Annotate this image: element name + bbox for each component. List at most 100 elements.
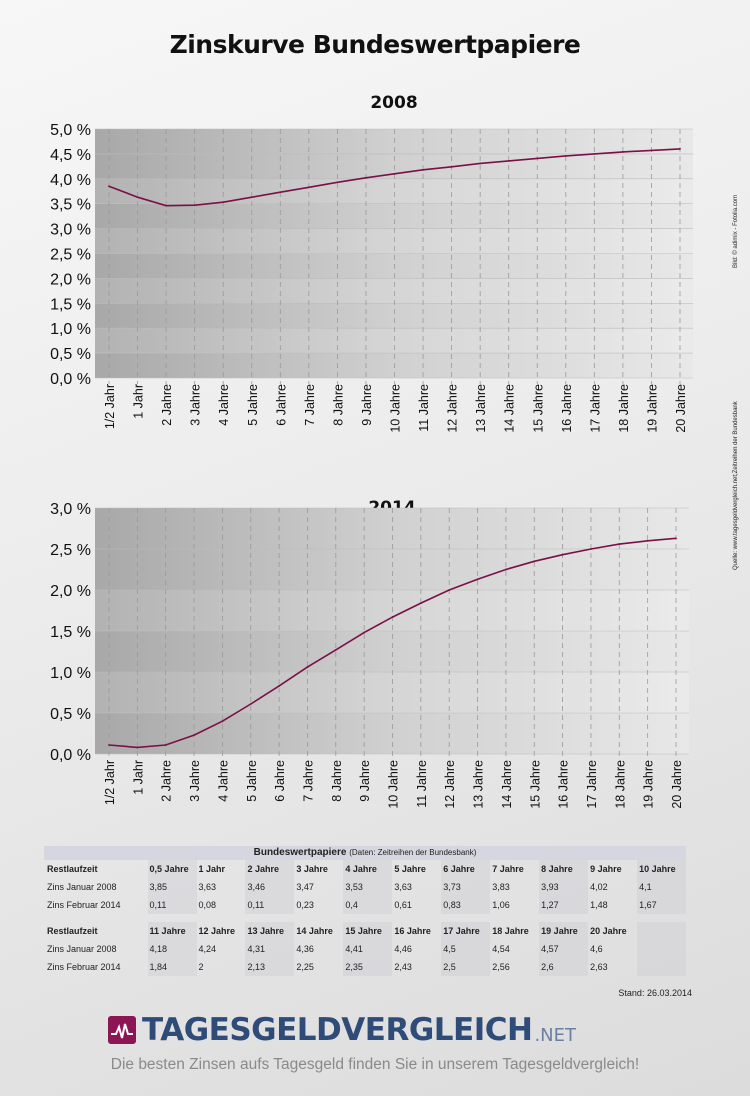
data-point (391, 616, 394, 618)
table-cell: 4,41 (343, 940, 393, 958)
data-point (448, 589, 451, 591)
table-cell (637, 922, 687, 940)
x-tick-label: 9 Jahre (358, 760, 372, 802)
y-tick-label: 1,0 % (50, 665, 91, 682)
data-point (279, 191, 282, 194)
y-tick-label: 0,0 % (50, 371, 91, 388)
data-point (164, 744, 167, 746)
table-cell: 15 Jahre (343, 922, 393, 940)
table-cell: 3 Jahre (296, 864, 328, 874)
data-point (336, 181, 339, 184)
table-cell: 2,43 (394, 962, 412, 972)
logo-chart-icon (108, 1016, 136, 1044)
y-tick-label: 1,5 % (50, 296, 91, 313)
data-point (365, 176, 367, 179)
data-point (622, 151, 624, 153)
table-row: Zins Februar 2014 0,11 0,08 0,11 0,23 0,4 0,61… (44, 896, 687, 914)
table-cell: 4,54 (492, 944, 510, 954)
data-point (419, 602, 422, 605)
table-cell: 2,35 (343, 958, 393, 976)
table-cell: 1,48 (590, 900, 608, 910)
table-cell: 3,46 (245, 878, 295, 896)
table-row: Zins Januar 2008 3,85 3,63 3,46 3,47 3,53 3,63… (44, 878, 687, 896)
data-point (306, 666, 309, 668)
table-cell: 1 Jahr (198, 864, 226, 874)
table-cell: 0,4 (343, 896, 393, 914)
x-tick-label: 2 Jahre (160, 760, 174, 802)
x-tick-label: 12 Jahre (446, 384, 460, 433)
data-point (136, 196, 139, 199)
table-cell: 4 Jahre (343, 860, 393, 878)
data-point (505, 568, 507, 571)
y-tick-label: 2,0 % (50, 271, 91, 288)
logo-suffix: .NET (534, 1024, 576, 1046)
table-cell: 12 Jahre (198, 926, 236, 936)
data-point (222, 201, 225, 204)
x-tick-label: 15 Jahre (528, 760, 542, 809)
table-cell: 4,6 (590, 944, 603, 954)
x-tick-label: 14 Jahre (500, 760, 514, 809)
logo-text: TAGESGELDVERGLEICH (142, 1012, 533, 1048)
table-cell: 2,25 (296, 962, 314, 972)
logo: TAGESGELDVERGLEICH .NET (108, 1010, 576, 1050)
x-tick-label: 16 Jahre (557, 760, 571, 809)
table-heading: Bundeswertpapiere (Daten: Zeitreihen der… (44, 846, 686, 860)
table-row: Zins Januar 2008 4,18 4,24 4,31 4,36 4,41 4,46… (44, 940, 687, 958)
data-point (334, 648, 337, 651)
x-tick-label: 8 Jahre (331, 384, 345, 426)
table-cell: 18 Jahre (492, 926, 529, 936)
table-cell: 4,46 (394, 944, 412, 954)
y-tick-label: 0,0 % (50, 747, 91, 764)
table-cell: 0,83 (441, 896, 491, 914)
data-point (675, 537, 677, 540)
x-tick-label: 18 Jahre (613, 760, 627, 809)
table-cell: 0,08 (198, 900, 217, 910)
x-tick-label: 7 Jahre (303, 384, 317, 426)
y-tick-label: 5,0 % (50, 122, 91, 139)
x-tick-label: 13 Jahre (474, 384, 488, 433)
tagline: Die besten Zinsen aufs Tagesgeld finden … (110, 1056, 640, 1073)
table-cell: 5 Jahre (394, 864, 426, 874)
table-cell: 8 Jahre (539, 860, 589, 878)
x-tick-label: 20 Jahre (670, 760, 684, 809)
data-point (278, 685, 280, 687)
data-point (363, 631, 366, 634)
table-cell: 1,06 (492, 900, 510, 910)
row-label: Zins Februar 2014 (47, 962, 121, 972)
table-cell: 3,73 (441, 878, 491, 896)
table-cell: 14 Jahre (296, 926, 333, 936)
table-cell: 3,47 (296, 882, 314, 892)
y-tick-label: 1,5 % (50, 624, 91, 641)
table-header-row: Restlaufzeit 11 Jahre 12 Jahre 13 Jahre 14 J… (44, 922, 687, 940)
data-point (536, 157, 539, 160)
table-cell (637, 940, 687, 958)
y-tick-label: 4,0 % (50, 172, 91, 189)
y-tick-label: 3,5 % (50, 197, 91, 214)
data-point (679, 148, 681, 150)
data-point (136, 746, 139, 749)
table-cell: 13 Jahre (245, 922, 295, 940)
data-point (450, 165, 453, 168)
y-tick-label: 3,0 % (50, 222, 91, 239)
x-tick-label: 17 Jahre (588, 384, 602, 433)
y-tick-label: 4,5 % (50, 147, 91, 164)
data-point (618, 543, 621, 545)
data-point (507, 159, 510, 162)
data-point (393, 172, 396, 175)
table-cell: 11 Jahre (147, 922, 197, 940)
x-tick-label: 16 Jahre (560, 384, 574, 433)
y-tick-label: 2,0 % (50, 583, 91, 600)
x-tick-label: 20 Jahre (674, 384, 688, 433)
table-cell: 3,93 (539, 878, 589, 896)
data-point (221, 720, 224, 723)
data-point (193, 734, 195, 737)
data-point (108, 744, 110, 746)
rates-table: Bundeswertpapiere (Daten: Zeitreihen der… (44, 846, 687, 976)
x-tick-label: 9 Jahre (360, 384, 374, 426)
table-row: Zins Februar 2014 1,84 2 2,13 2,25 2,35 2,43 2,… (44, 958, 687, 976)
y-tick-label: 3,0 % (50, 501, 91, 518)
table-cell (637, 958, 687, 976)
table-cell: 6 Jahre (441, 860, 491, 878)
y-tick-label: 0,5 % (50, 346, 91, 363)
